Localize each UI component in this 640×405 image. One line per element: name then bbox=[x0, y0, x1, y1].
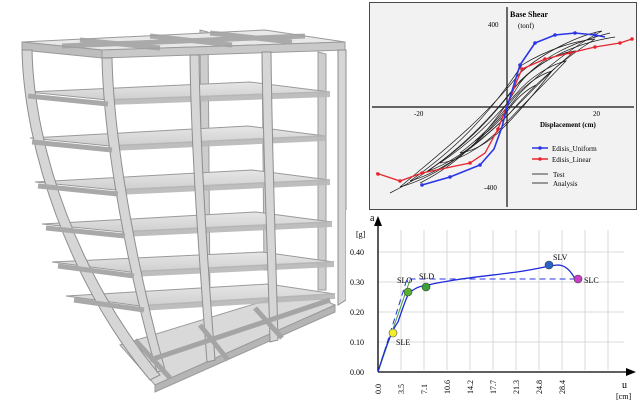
capacity-xticks: 0.0 3.5 7.1 10.6 14.2 17.7 21.3 24.8 28.… bbox=[374, 380, 567, 394]
legend-analysis-label: Analysis bbox=[553, 180, 578, 188]
ytick-1: 0.10 bbox=[350, 338, 364, 347]
xtick-4: 14.2 bbox=[466, 380, 475, 394]
front-column-3 bbox=[261, 51, 279, 343]
hyst-ylabel-2: (tonf) bbox=[518, 22, 535, 30]
ytick-0: 0.00 bbox=[350, 368, 364, 377]
xtick-6: 21.3 bbox=[512, 380, 521, 394]
ytick-4: 0.40 bbox=[350, 248, 364, 257]
xtick-1: 3.5 bbox=[397, 384, 406, 394]
x-axis-arrow-icon bbox=[626, 368, 636, 376]
xtick-2: 7.1 bbox=[420, 384, 429, 394]
hyst-legend: Edisis_Uniform Edisis_Linear Test Analys… bbox=[532, 145, 597, 188]
capacity-curve-chart: a [g] u [cm] 0.00 0.10 0.20 0.30 0.40 0.… bbox=[346, 210, 640, 401]
xtick-5: 17.7 bbox=[489, 380, 498, 394]
legend-uniform-marker bbox=[538, 146, 542, 150]
capacity-yticks: 0.00 0.10 0.20 0.30 0.40 bbox=[350, 248, 364, 377]
building-model-drawing bbox=[21, 29, 347, 393]
hyst-xlabel: Displacement (cm) bbox=[540, 121, 596, 129]
hyst-xtick-right: 20 bbox=[593, 110, 601, 118]
ytick-3: 0.30 bbox=[350, 278, 364, 287]
bilinear-curve bbox=[377, 278, 575, 373]
legend-linear-marker bbox=[538, 157, 542, 161]
ground-beams bbox=[133, 297, 331, 380]
xtick-0: 0.0 bbox=[374, 384, 383, 394]
hysteresis-plot: Base Shear (tonf) 400 -400 -20 20 Displa… bbox=[372, 7, 634, 207]
label-slc: SLC bbox=[584, 276, 599, 285]
capacity-ylabel: a bbox=[370, 213, 375, 224]
xtick-3: 10.6 bbox=[443, 380, 452, 394]
point-sle bbox=[388, 328, 398, 338]
series-linear-markers bbox=[376, 37, 634, 183]
hyst-ylabel-1: Base Shear bbox=[510, 10, 548, 19]
capacity-grid bbox=[378, 230, 624, 370]
ytick-2: 0.20 bbox=[350, 308, 364, 317]
point-slv bbox=[544, 260, 554, 270]
series-uniform-markers bbox=[420, 31, 597, 187]
label-slo: SLO bbox=[397, 276, 412, 285]
legend-linear-label: Edisis_Linear bbox=[552, 156, 592, 164]
hyst-xtick-left: -20 bbox=[414, 110, 424, 118]
hysteresis-loops bbox=[389, 30, 616, 194]
hysteresis-chart: Base Shear (tonf) 400 -400 -20 20 Displa… bbox=[369, 2, 637, 210]
capacity-xlabel: u bbox=[622, 380, 627, 391]
label-sld: SLD bbox=[419, 272, 434, 281]
hyst-ytick-bottom: -400 bbox=[484, 184, 497, 192]
point-slo bbox=[403, 287, 413, 297]
xtick-7: 24.8 bbox=[535, 380, 544, 394]
xtick-8: 28.4 bbox=[558, 380, 567, 394]
point-sld bbox=[421, 282, 431, 292]
hyst-ytick-top: 400 bbox=[488, 21, 499, 29]
label-slv: SLV bbox=[553, 253, 568, 262]
capacity-yunit: [g] bbox=[356, 230, 366, 239]
legend-uniform-label: Edisis_Uniform bbox=[552, 145, 597, 153]
point-slc bbox=[573, 274, 583, 284]
building-model-view bbox=[21, 29, 347, 393]
roof-beams bbox=[61, 30, 306, 51]
label-sle: SLE bbox=[396, 338, 410, 347]
capacity-xunit: [cm] bbox=[616, 392, 631, 400]
capacity-plot: a [g] u [cm] 0.00 0.10 0.20 0.30 0.40 0.… bbox=[350, 213, 636, 401]
front-column-4 bbox=[337, 49, 347, 306]
front-columns bbox=[21, 49, 347, 381]
floor-beams bbox=[107, 91, 336, 311]
y-axis-arrow-icon bbox=[374, 216, 382, 226]
side-beams bbox=[27, 93, 145, 313]
front-column-2 bbox=[189, 54, 216, 363]
legend-test-label: Test bbox=[553, 171, 565, 179]
